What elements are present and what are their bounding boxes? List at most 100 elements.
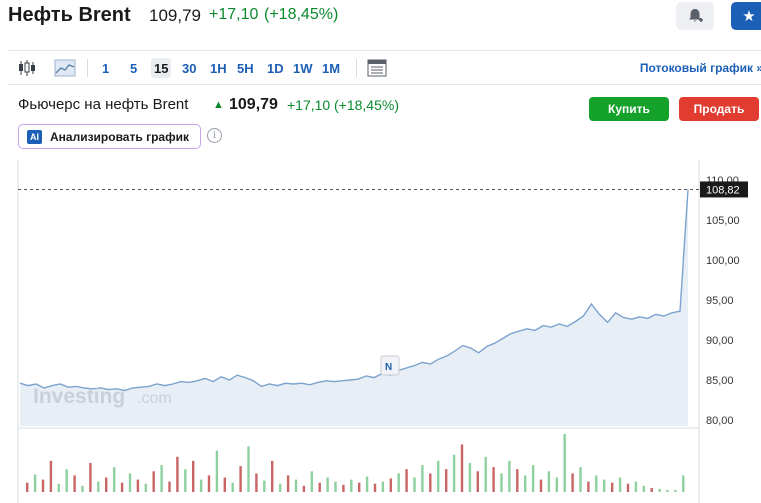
y-tick-label: 85,00 [706, 375, 734, 387]
chart-price: 109,79 [229, 96, 278, 113]
table-view-icon[interactable] [366, 59, 388, 77]
volume-bar [105, 477, 108, 492]
volume-bar [642, 485, 645, 492]
volume-bar [207, 475, 211, 492]
volume-bar [437, 460, 440, 492]
timeframe-5[interactable]: 5 [130, 60, 138, 76]
volume-bar [555, 477, 558, 492]
buy-button[interactable]: Купить [589, 97, 669, 121]
chart-toolbar: 1 5 15 30 1H 5H 1D 1W 1M Потоковый графи… [8, 50, 761, 85]
timeframe-15[interactable]: 15 [151, 58, 172, 78]
volume-bar [26, 482, 29, 492]
timeframe-1d[interactable]: 1D [267, 60, 284, 76]
volume-bar [666, 489, 669, 492]
volume-bar [618, 477, 622, 492]
volume-bar [350, 479, 353, 492]
instrument-price: 109,79 [149, 6, 201, 25]
volume-bar [611, 482, 614, 492]
volume-bar [97, 481, 100, 492]
volume-bar [421, 465, 424, 492]
volume-bar [587, 481, 590, 492]
volume-bar [500, 473, 503, 492]
chart-title: Фьючерс на нефть Brent [18, 96, 189, 113]
y-tick-label: 90,00 [706, 335, 734, 347]
analyze-chart-button[interactable]: AI Анализировать график [18, 124, 201, 149]
volume-bar [318, 482, 321, 492]
volume-bar [81, 485, 84, 492]
volume-bar [397, 473, 400, 492]
watermark-suffix: .com [137, 390, 172, 407]
volume-bar [223, 477, 226, 492]
volume-bar [334, 481, 337, 492]
instrument-change: +17,10 [209, 6, 259, 23]
volume-bar [484, 456, 487, 492]
timeframe-1m[interactable]: 1M [322, 60, 341, 76]
volume-bar [192, 460, 195, 492]
chart-change-percent: (+18,45%) [334, 97, 399, 113]
toolbar-divider [356, 59, 357, 77]
info-icon[interactable]: i [207, 128, 222, 143]
instrument-change-percent: (+18,45%) [264, 6, 339, 23]
volume-bar [626, 483, 630, 492]
volume-bar [41, 479, 45, 492]
timeframe-1w[interactable]: 1W [293, 60, 313, 76]
volume-bar [547, 471, 551, 492]
streaming-chart-link[interactable]: Потоковый график » [639, 61, 761, 75]
instrument-header: Нефть Brent 109,79 +17,10 (+18,45%) ★ [0, 0, 761, 38]
volume-bar [89, 463, 92, 492]
volume-bar [634, 481, 638, 492]
volume-bar [358, 482, 361, 492]
news-marker-label: N [385, 362, 392, 373]
chart-change: +17,10 [287, 97, 331, 113]
volume-bar [682, 475, 685, 492]
price-area-fill [20, 189, 688, 426]
volume-bar [286, 475, 290, 492]
volume-bar [247, 446, 250, 492]
timeframe-30[interactable]: 30 [182, 60, 197, 76]
volume-bar [389, 478, 392, 492]
volume-bar [595, 475, 598, 492]
timeframe-1[interactable]: 1 [102, 60, 110, 76]
volume-bar [271, 460, 274, 492]
y-tick-label: 100,00 [706, 255, 740, 267]
volume-bar [49, 460, 53, 492]
volume-bar [57, 483, 60, 492]
volume-bar [255, 473, 258, 492]
volume-bar [144, 483, 147, 492]
volume-bar [579, 467, 582, 492]
volume-bar [524, 475, 527, 492]
volume-bar [152, 471, 155, 492]
add-to-watchlist-button[interactable]: ★ [731, 2, 761, 30]
volume-bar [516, 469, 519, 492]
timeframe-1h[interactable]: 1H [210, 60, 227, 76]
sell-button[interactable]: Продать [679, 97, 759, 121]
volume-bar [508, 460, 511, 492]
volume-bar [563, 434, 566, 492]
volume-bar [603, 479, 606, 492]
toolbar-divider [87, 59, 88, 77]
y-tick-label: 80,00 [706, 415, 734, 427]
volume-bar [326, 477, 329, 492]
volume-bar [373, 483, 377, 492]
volume-bar [184, 469, 187, 492]
add-alert-button[interactable] [676, 2, 714, 30]
volume-bar [168, 481, 171, 492]
volume-bar [231, 482, 234, 492]
volume-bar [33, 474, 37, 492]
volume-bar [674, 489, 677, 492]
volume-bar [405, 469, 408, 492]
news-marker[interactable]: N [380, 355, 400, 376]
timeframe-5h[interactable]: 5H [237, 60, 254, 76]
volume-bar [476, 471, 479, 492]
analyze-chart-label: Анализировать график [50, 129, 189, 144]
volume-bar [310, 471, 313, 492]
volume-bar [239, 466, 242, 492]
watermark-brand: Investing [33, 385, 125, 408]
y-tick-label: 95,00 [706, 295, 734, 307]
current-price-tag [700, 181, 748, 198]
candlestick-icon[interactable] [16, 59, 38, 77]
area-chart-icon[interactable] [54, 59, 76, 77]
volume-bar [413, 477, 416, 492]
volume-bar [365, 476, 369, 492]
